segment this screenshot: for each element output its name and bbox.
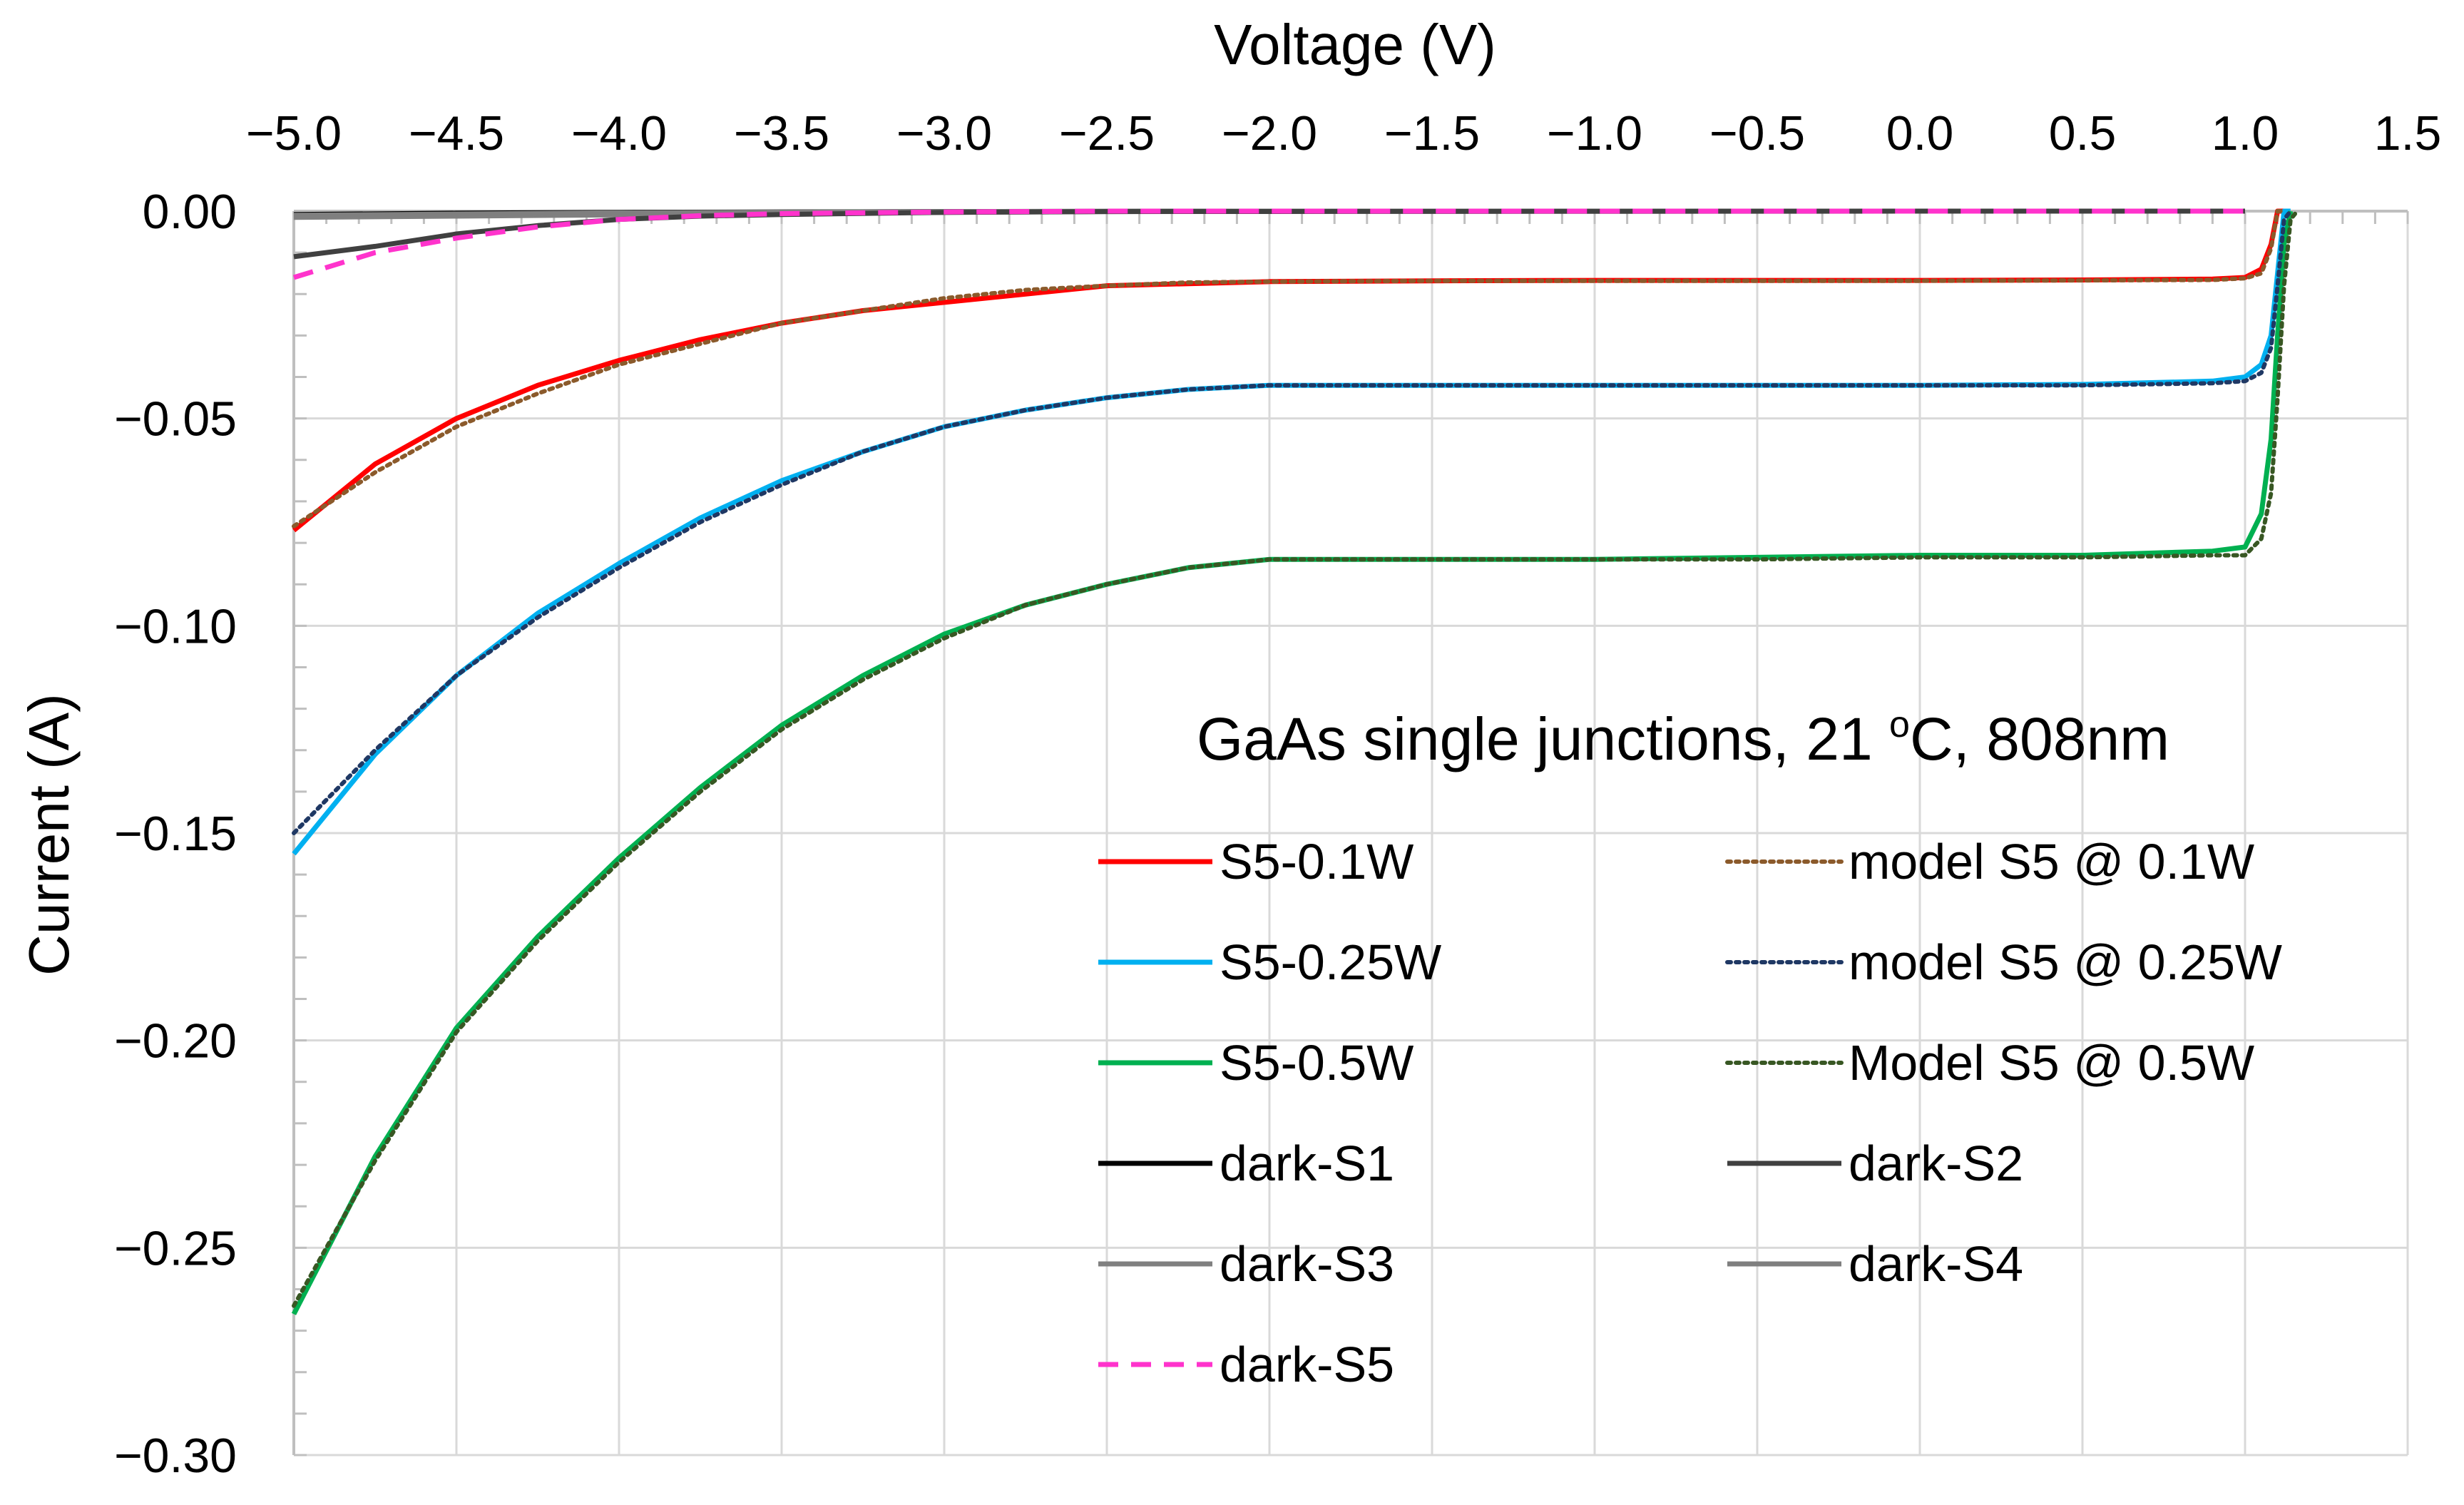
legend-label-dark-s5: dark-S5 <box>1220 1337 1394 1392</box>
y-tick-label: 0.00 <box>143 185 237 239</box>
legend-label-model-05w: Model S5 @ 0.5W <box>1849 1035 2254 1091</box>
x-axis-title: Voltage (V) <box>1214 13 1496 76</box>
legend-label-model-025w: model S5 @ 0.25W <box>1849 934 2282 990</box>
y-tick-label: −0.25 <box>114 1221 237 1275</box>
y-axis-title: Current (A) <box>17 693 81 976</box>
x-tick-label: −5.0 <box>246 106 342 160</box>
legend-label-dark-s1: dark-S1 <box>1220 1136 1394 1191</box>
x-tick-label: −2.0 <box>1222 106 1317 160</box>
series-line-dark-s5 <box>292 208 2245 280</box>
y-tick-label: −0.30 <box>114 1429 237 1483</box>
x-tick-label: 1.5 <box>2374 106 2442 160</box>
legend-label-s5-05w: S5-0.5W <box>1220 1035 1414 1091</box>
x-tick-label: −2.5 <box>1059 106 1155 160</box>
legend-label-dark-s2: dark-S2 <box>1849 1136 2023 1191</box>
x-tick-label: −1.5 <box>1384 106 1480 160</box>
legend: S5-0.1W S5-0.25W S5-0.5W dark-S1 dark-S3 dark… <box>1098 834 2282 1392</box>
x-tick-label: −4.0 <box>571 106 667 160</box>
y-tick-label: −0.20 <box>114 1014 237 1068</box>
legend-label-model-01w: model S5 @ 0.1W <box>1849 834 2254 889</box>
y-tick-label: −0.10 <box>114 599 237 653</box>
tick-labels: −5.0 −4.5 −4.0 −3.5 −3.0 −2.5 −2.0 −1.5 −1.0 −0.5… <box>114 106 2441 1483</box>
x-tick-label: −0.5 <box>1709 106 1805 160</box>
series-line-model-05w <box>292 209 2299 1308</box>
series-layer <box>291 208 2299 1315</box>
x-tick-label: −3.5 <box>734 106 829 160</box>
legend-label-s5-025w: S5-0.25W <box>1220 934 1441 990</box>
chart-annotation: GaAs single junctions, 21 oC, 808nm <box>1197 704 2169 772</box>
y-tick-label: −0.05 <box>114 392 237 447</box>
x-tick-label: −3.0 <box>896 106 992 160</box>
series-line-model-025w <box>292 209 2293 835</box>
legend-label-dark-s3: dark-S3 <box>1220 1236 1394 1292</box>
y-tick-label: −0.15 <box>114 807 237 861</box>
x-tick-label: 0.0 <box>1886 106 1954 160</box>
x-tick-label: 1.0 <box>2212 106 2279 160</box>
series-line-model-01w <box>292 209 2286 529</box>
x-tick-label: −1.0 <box>1547 106 1642 160</box>
legend-label-s5-01w: S5-0.1W <box>1220 834 1414 889</box>
x-tick-label: −4.5 <box>409 106 504 160</box>
x-tick-label: 0.5 <box>2049 106 2117 160</box>
legend-label-dark-s4: dark-S4 <box>1849 1236 2023 1292</box>
